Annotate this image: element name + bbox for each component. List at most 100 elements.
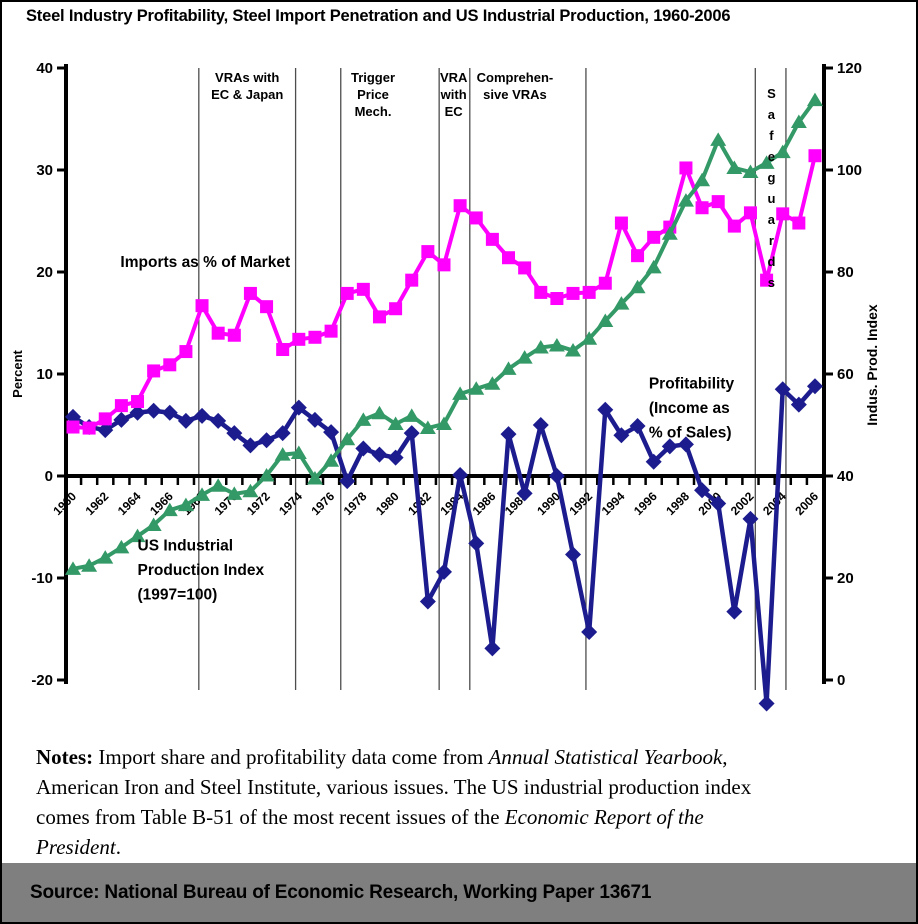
marker-square bbox=[82, 421, 96, 435]
marker-square bbox=[66, 420, 80, 434]
left-axis-label: 10 bbox=[36, 366, 53, 383]
policy-annotation-vertical: g bbox=[767, 170, 775, 185]
marker-diamond bbox=[565, 546, 582, 563]
marker-diamond bbox=[242, 437, 259, 454]
marker-diamond bbox=[468, 535, 485, 552]
marker-triangle bbox=[371, 405, 388, 420]
marker-diamond bbox=[484, 640, 501, 657]
marker-diamond bbox=[177, 412, 194, 429]
left-axis-title: Percent bbox=[10, 349, 25, 397]
right-axis-title: Indus. Prod. Index bbox=[864, 304, 880, 426]
marker-square bbox=[147, 364, 161, 378]
marker-diamond bbox=[661, 438, 678, 455]
marker-square bbox=[631, 249, 645, 263]
series-label: Production Index bbox=[138, 562, 265, 579]
left-axis-label: 20 bbox=[36, 264, 53, 281]
marker-square bbox=[131, 395, 145, 409]
marker-triangle bbox=[790, 114, 807, 129]
marker-diamond bbox=[290, 399, 307, 416]
marker-triangle bbox=[484, 376, 501, 390]
marker-square bbox=[308, 330, 322, 344]
marker-diamond bbox=[581, 624, 598, 641]
marker-triangle bbox=[500, 361, 517, 375]
marker-triangle bbox=[403, 408, 420, 422]
marker-triangle bbox=[97, 550, 114, 564]
source-text: Source: National Bureau of Economic Rese… bbox=[30, 881, 652, 903]
marker-square bbox=[227, 328, 241, 342]
marker-square bbox=[776, 207, 790, 221]
marker-diamond bbox=[758, 695, 775, 712]
marker-triangle bbox=[645, 259, 662, 274]
marker-triangle bbox=[210, 478, 227, 492]
x-axis-year-label: 1964 bbox=[115, 489, 144, 518]
left-axis-label: -10 bbox=[31, 570, 53, 587]
x-axis-year-label: 2006 bbox=[792, 489, 821, 518]
marker-triangle bbox=[274, 447, 291, 461]
marker-diamond bbox=[435, 563, 452, 580]
source-bar: Source: National Bureau of Economic Rese… bbox=[2, 863, 916, 922]
marker-square bbox=[534, 285, 548, 299]
marker-square bbox=[469, 211, 483, 225]
marker-triangle bbox=[516, 350, 533, 364]
marker-diamond bbox=[97, 422, 114, 439]
marker-diamond bbox=[790, 396, 807, 413]
marker-triangle bbox=[161, 502, 178, 517]
marker-square bbox=[566, 286, 580, 300]
marker-square bbox=[582, 285, 596, 299]
series-triangle bbox=[65, 92, 823, 575]
marker-triangle bbox=[419, 420, 436, 435]
marker-square bbox=[276, 343, 290, 357]
marker-triangle bbox=[661, 226, 678, 240]
marker-diamond bbox=[645, 453, 662, 470]
notes-text: Notes: Import share and profitability da… bbox=[36, 742, 892, 862]
policy-annotation-vertical: u bbox=[767, 191, 775, 206]
policy-annotation-vertical: e bbox=[768, 149, 775, 164]
marker-square bbox=[179, 345, 193, 359]
marker-diamond bbox=[694, 482, 711, 499]
policy-annotation: VRAs with bbox=[215, 70, 279, 85]
marker-square bbox=[647, 230, 661, 244]
policy-annotation: Mech. bbox=[355, 104, 392, 119]
marker-square bbox=[372, 310, 386, 324]
marker-triangle bbox=[145, 517, 162, 531]
marker-triangle bbox=[194, 487, 211, 501]
marker-diamond bbox=[161, 404, 178, 421]
marker-triangle bbox=[226, 486, 243, 500]
right-axis-label: 0 bbox=[837, 672, 845, 689]
marker-triangle bbox=[435, 416, 452, 430]
marker-square bbox=[550, 292, 564, 306]
left-axis-label: 40 bbox=[36, 60, 53, 77]
marker-square bbox=[260, 300, 274, 314]
marker-triangle bbox=[710, 132, 727, 146]
marker-diamond bbox=[742, 510, 759, 527]
series-diamond bbox=[65, 378, 823, 712]
series-line bbox=[72, 98, 817, 571]
notes-line: Notes: Import share and profitability da… bbox=[36, 745, 728, 769]
x-axis-year-label: 1986 bbox=[470, 489, 499, 518]
marker-diamond bbox=[403, 425, 420, 442]
marker-diamond bbox=[419, 593, 436, 610]
left-axis-label: 30 bbox=[36, 162, 53, 179]
marker-triangle bbox=[468, 381, 485, 395]
marker-diamond bbox=[194, 407, 211, 424]
marker-diamond bbox=[548, 468, 565, 484]
right-axis-label: 60 bbox=[837, 366, 854, 383]
marker-triangle bbox=[726, 160, 743, 174]
policy-annotation: EC bbox=[445, 104, 464, 119]
marker-diamond bbox=[113, 411, 130, 428]
marker-triangle bbox=[177, 497, 194, 512]
x-axis-year-label: 1998 bbox=[663, 489, 692, 518]
marker-square bbox=[502, 251, 516, 265]
marker-diamond bbox=[710, 495, 727, 512]
marker-square bbox=[743, 206, 757, 220]
marker-diamond bbox=[677, 436, 694, 453]
marker-square bbox=[614, 216, 628, 230]
series-label: % of Sales) bbox=[649, 424, 732, 441]
x-axis-year-label: 1994 bbox=[599, 489, 628, 518]
marker-diamond bbox=[226, 425, 243, 442]
series-label: Profitability bbox=[649, 375, 735, 392]
policy-annotation: Price bbox=[357, 87, 389, 102]
right-axis-label: 40 bbox=[837, 468, 854, 485]
x-axis-year-label: 1976 bbox=[308, 489, 337, 518]
marker-diamond bbox=[258, 432, 275, 449]
